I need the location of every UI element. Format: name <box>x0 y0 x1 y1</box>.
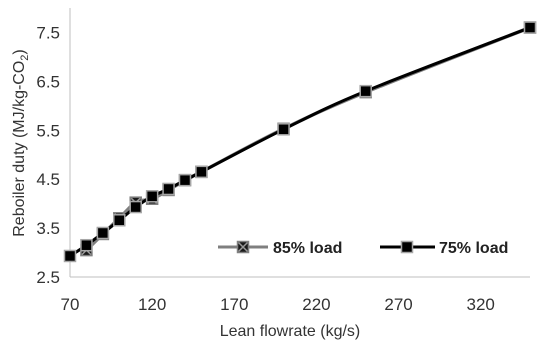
series-75-load <box>63 21 537 263</box>
data-point <box>277 123 290 136</box>
x-axis-ticks: 70 120 170 220 270 320 <box>61 295 495 314</box>
y-axis-title: Reboiler duty (MJ/kg-CO2) <box>11 49 31 237</box>
legend-marker-75-load <box>400 240 414 254</box>
legend-item-85-load: 85% load <box>218 240 342 257</box>
x-tick-label: 170 <box>220 295 248 314</box>
data-point <box>80 238 93 252</box>
x-tick-label: 70 <box>61 295 80 314</box>
legend-marker-box-x <box>236 240 250 254</box>
y-tick-label: 7.5 <box>36 23 60 42</box>
y-axis-title-main: Reboiler duty (MJ/kg-CO <box>11 61 28 237</box>
y-axis-title-subscript: 2 <box>19 55 31 61</box>
x-tick-label: 120 <box>138 295 166 314</box>
x-tick-label: 320 <box>467 295 495 314</box>
x-tick-label: 270 <box>384 295 412 314</box>
y-tick-label: 5.5 <box>36 121 60 140</box>
data-point <box>63 249 77 263</box>
data-point <box>96 226 110 240</box>
series-85-load <box>80 21 537 257</box>
legend-marker-square <box>400 240 414 254</box>
legend: 85% load 75% load <box>218 240 508 257</box>
data-point <box>145 190 159 203</box>
data-point <box>162 182 175 196</box>
y-axis-ticks: 2.5 3.5 4.5 5.5 6.5 7.5 <box>36 23 60 287</box>
y-axis-title-tail: ) <box>11 49 28 54</box>
y-tick-label: 6.5 <box>36 72 60 91</box>
y-tick-label: 3.5 <box>36 219 60 238</box>
legend-label-85-load: 85% load <box>273 240 342 257</box>
series-line <box>85 25 531 252</box>
data-point <box>523 21 537 34</box>
x-axis-title: Lean flowrate (kg/s) <box>220 323 361 340</box>
legend-label-75-load: 75% load <box>439 240 508 257</box>
data-point <box>359 84 372 98</box>
data-point <box>113 214 126 227</box>
legend-marker-85-load <box>236 240 250 254</box>
data-point <box>129 200 142 214</box>
y-tick-label: 4.5 <box>36 170 60 189</box>
y-tick-label: 2.5 <box>36 268 60 287</box>
legend-item-75-load: 75% load <box>380 240 508 257</box>
axes <box>69 8 530 278</box>
x-tick-label: 220 <box>302 295 330 314</box>
series-layer <box>63 21 537 263</box>
data-point <box>195 165 208 179</box>
data-point <box>178 173 192 187</box>
series-line <box>69 26 531 258</box>
